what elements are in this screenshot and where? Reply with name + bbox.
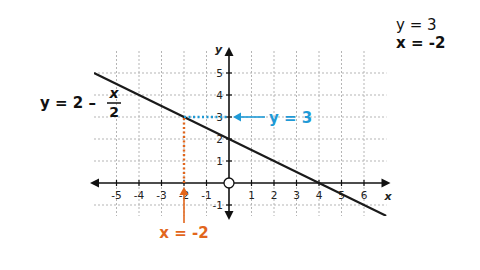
chart: -5-4-3-2-1123456-112345xyy = 3x = -2y = … xyxy=(0,0,480,270)
guide-label: x = -2 xyxy=(159,224,208,242)
x-tick-label: 3 xyxy=(293,189,300,201)
y-tick-label: 5 xyxy=(216,67,223,79)
x-axis-label: x xyxy=(384,190,393,203)
corner-line: x = -2 xyxy=(396,34,445,52)
y-tick xyxy=(226,160,232,161)
guide-line xyxy=(183,117,185,183)
y-axis xyxy=(228,51,230,216)
x-tick-label: -5 xyxy=(111,189,121,201)
guide-label: y = 3 xyxy=(269,109,312,127)
annotations: y = 3 x = -2 xyxy=(159,109,312,242)
x-tick-label: 1 xyxy=(248,189,255,201)
x-tick xyxy=(206,180,207,186)
grid xyxy=(94,51,387,216)
x-tick xyxy=(116,180,117,186)
y-tick xyxy=(226,72,232,73)
y-tick-label: 1 xyxy=(216,155,223,167)
axes: -5-4-3-2-1123456-112345xy xyxy=(90,43,393,220)
arrow-head xyxy=(90,179,99,188)
grid-line-y xyxy=(94,73,387,74)
grid-line-y xyxy=(94,139,387,140)
guide-line xyxy=(184,116,229,118)
grid-line-y xyxy=(94,161,387,162)
corner-line: y = 3 xyxy=(396,16,437,34)
x-tick-label: -3 xyxy=(156,189,166,201)
x-tick xyxy=(251,180,252,186)
y-tick xyxy=(226,116,232,117)
grid-line-y xyxy=(94,205,387,206)
equation-numerator: x xyxy=(108,85,119,101)
arrow-head xyxy=(180,187,189,195)
x-tick-label: 2 xyxy=(271,189,278,201)
x-tick-label: -4 xyxy=(134,189,145,201)
corner-text: y = 3x = -2 xyxy=(396,16,445,52)
equation-denominator: 2 xyxy=(109,104,119,120)
x-tick-label: -1 xyxy=(201,189,211,201)
arrow-head xyxy=(233,113,241,122)
y-tick xyxy=(226,204,232,205)
y-tick xyxy=(226,94,232,95)
arrow-head xyxy=(225,47,234,56)
x-tick-label: 4 xyxy=(316,189,323,201)
x-tick-label: 6 xyxy=(361,189,368,201)
y-tick-label: -1 xyxy=(213,199,223,211)
y-axis-label: y xyxy=(215,43,223,56)
arrow-head xyxy=(225,211,234,220)
equation: y = 2 – x 2 xyxy=(40,85,121,120)
arrow xyxy=(183,192,185,223)
data xyxy=(94,73,387,216)
origin xyxy=(224,178,234,188)
x-tick xyxy=(363,180,364,186)
arrow xyxy=(238,116,265,118)
x-tick xyxy=(273,180,274,186)
line xyxy=(94,73,387,216)
x-tick xyxy=(341,180,342,186)
arrow-head xyxy=(382,179,391,188)
equation-lhs: y = 2 – xyxy=(40,94,96,112)
x-tick xyxy=(161,180,162,186)
x-axis xyxy=(94,182,387,184)
x-tick xyxy=(296,180,297,186)
x-tick xyxy=(138,180,139,186)
y-tick-label: 4 xyxy=(216,89,223,101)
